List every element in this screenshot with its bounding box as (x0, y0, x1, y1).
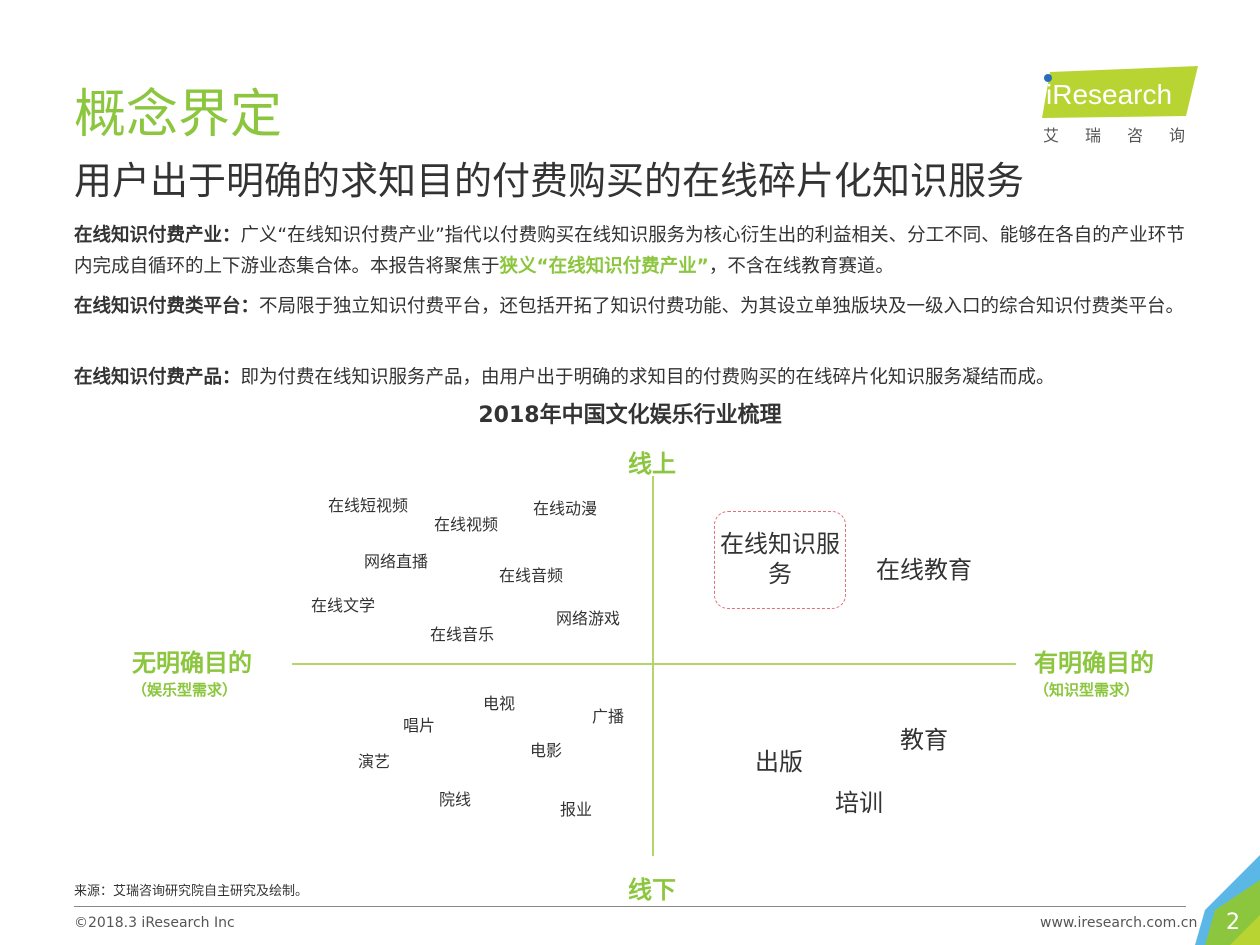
diagram-item: 报业 (560, 800, 593, 819)
diagram-item: 院线 (439, 790, 472, 809)
svg-text:iResearch: iResearch (1046, 79, 1172, 110)
diagram-item: 在线教育 (876, 556, 972, 584)
diagram-item: 在线音频 (499, 566, 564, 585)
diagram-item: 电影 (530, 741, 563, 760)
highlighted-item-knowledge-service: 在线知识服务 (714, 511, 846, 609)
diagram-item: 广播 (592, 707, 625, 726)
source-note: 来源：艾瑞咨询研究院自主研究及绘制。 (74, 884, 309, 899)
diagram-item: 网络直播 (364, 552, 429, 571)
axis-right-sublabel: （知识型需求） (1034, 681, 1140, 699)
axis-right-label: 有明确目的 (1034, 649, 1154, 677)
definition-product: 在线知识付费产品：即为付费在线知识服务产品，由用户出于明确的求知目的付费购买的在… (74, 367, 1055, 388)
diagram-item: 电视 (483, 694, 516, 713)
logo-chinese-name: 艾瑞咨询 (1043, 126, 1212, 145)
diagram-title: 2018年中国文化娱乐行业梳理 (478, 403, 782, 428)
page-subtitle: 用户出于明确的求知目的付费购买的在线碎片化知识服务 (74, 159, 1025, 203)
diagram-item: 在线音乐 (430, 625, 495, 644)
corner-decoration (1195, 855, 1260, 945)
diagram-item: 在线短视频 (328, 496, 409, 515)
page-title: 概念界定 (74, 85, 283, 145)
footer-divider (74, 906, 1186, 907)
diagram-item: 出版 (755, 748, 803, 776)
diagram-item: 在线文学 (311, 596, 376, 615)
horizontal-axis (292, 663, 1016, 665)
definition-industry: 在线知识付费产业：广义“在线知识付费产业”指代以付费购买在线知识服务为核心衍生出… (74, 225, 1185, 277)
website-link[interactable]: www.iresearch.com.cn (1040, 915, 1198, 931)
axis-top-label: 线上 (628, 450, 676, 478)
diagram-item: 教育 (900, 726, 948, 754)
vertical-axis (652, 476, 654, 856)
diagram-item: 培训 (835, 789, 883, 817)
diagram-item: 演艺 (358, 752, 391, 771)
diagram-item: 网络游戏 (556, 609, 621, 628)
definition-platform: 在线知识付费类平台：不局限于独立知识付费平台，还包括开拓了知识付费功能、为其设立… (74, 296, 1185, 317)
diagram-item: 在线视频 (434, 515, 499, 534)
diagram-item: 在线动漫 (533, 499, 598, 518)
axis-left-label: 无明确目的 (132, 649, 252, 677)
page-number: 2 (1226, 910, 1240, 935)
axis-left-sublabel: （娱乐型需求） (132, 681, 238, 699)
diagram-item: 唱片 (403, 716, 436, 735)
iresearch-logo: iResearch (1040, 66, 1200, 120)
axis-bottom-label: 线下 (628, 876, 676, 904)
copyright: ©2018.3 iResearch Inc (74, 915, 235, 931)
